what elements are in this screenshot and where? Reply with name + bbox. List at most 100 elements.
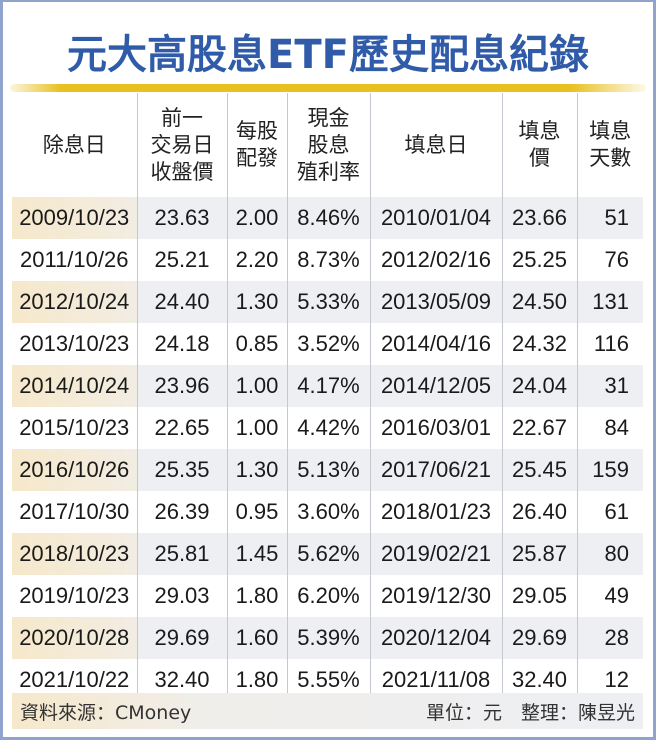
table-row: 2018/10/23 25.81 1.45 5.62% 2019/02/21 25.87 8… xyxy=(12,533,643,575)
cell-fill-days: 49 xyxy=(576,575,643,617)
cell-prev-close-price: 22.65 xyxy=(136,407,227,449)
cell-fill-price: 29.69 xyxy=(501,617,577,659)
table-row: 2013/10/23 24.18 0.85 3.52% 2014/04/16 24.32 1… xyxy=(12,323,643,365)
cell-fill-days: 61 xyxy=(576,491,643,533)
cell-cash-yield: 5.39% xyxy=(286,617,370,659)
cell-prev-close-price: 26.39 xyxy=(136,491,227,533)
dividend-history-table: 除息日 前一 交易日 收盤價 每股 配發 現金 股息 殖利率 填息日 填息價填息 天數 2009/10… xyxy=(12,93,643,701)
cell-fill-date: 2019/02/21 xyxy=(369,533,502,575)
cell-ex-dividend-date: 2017/10/30 xyxy=(12,491,137,533)
cell-dividend-per-share: 1.00 xyxy=(226,365,287,407)
cell-prev-close-price: 23.63 xyxy=(136,197,227,239)
cell-ex-dividend-date: 2013/10/23 xyxy=(12,323,137,365)
cell-ex-dividend-date: 2015/10/23 xyxy=(12,407,137,449)
column-header-line: 收盤價 xyxy=(150,159,214,184)
table-row: 2012/10/24 24.40 1.30 5.33% 2013/05/09 24.50 1… xyxy=(12,281,643,323)
cell-fill-days: 80 xyxy=(576,533,643,575)
cell-ex-dividend-date: 2011/10/26 xyxy=(12,239,137,281)
column-header-line: 填息 xyxy=(518,119,561,143)
unit-credit-note: 單位：元 整理：陳昱光 xyxy=(425,701,635,724)
cell-fill-date: 2014/04/16 xyxy=(369,323,502,365)
table-row: 2017/10/30 26.39 0.95 3.60% 2018/01/23 26.40 6… xyxy=(12,491,643,533)
cell-fill-days: 159 xyxy=(576,449,643,491)
cell-fill-price: 29.05 xyxy=(501,575,577,617)
cell-cash-yield: 8.46% xyxy=(286,197,370,239)
table-row: 2014/10/24 23.96 1.00 4.17% 2014/12/05 24.04 3… xyxy=(12,365,643,407)
table-row: 2016/10/26 25.35 1.30 5.13% 2017/06/21 25.45 1… xyxy=(12,449,643,491)
cell-fill-date: 2013/05/09 xyxy=(369,281,502,323)
cell-ex-dividend-date: 2018/10/23 xyxy=(12,533,137,575)
cell-fill-date: 2020/12/04 xyxy=(369,617,502,659)
cell-prev-close-price: 29.03 xyxy=(136,575,227,617)
cell-dividend-per-share: 2.00 xyxy=(226,197,287,239)
cell-dividend-per-share: 0.95 xyxy=(226,491,287,533)
table-row: 2015/10/23 22.65 1.00 4.42% 2016/03/01 22.67 8… xyxy=(12,407,643,449)
cell-fill-price: 25.45 xyxy=(501,449,577,491)
cell-cash-yield: 3.52% xyxy=(286,323,370,365)
column-header-dividend-per-share: 每股 配發 xyxy=(226,93,287,197)
source-note: 資料來源：CMoney xyxy=(20,701,192,724)
column-header-line: 殖利率 xyxy=(297,159,360,184)
cell-prev-close-price: 25.21 xyxy=(136,239,227,281)
cell-fill-price: 23.66 xyxy=(501,197,577,239)
column-header-line: 填息 xyxy=(589,119,632,143)
cell-cash-yield: 6.20% xyxy=(286,575,370,617)
column-header-line: 前一 xyxy=(161,105,203,130)
cell-fill-date: 2010/01/04 xyxy=(369,197,502,239)
cell-dividend-per-share: 1.30 xyxy=(226,281,287,323)
cell-dividend-per-share: 1.60 xyxy=(226,617,287,659)
cell-ex-dividend-date: 2012/10/24 xyxy=(12,281,137,323)
column-header-line: 交易日 xyxy=(150,132,214,157)
cell-fill-date: 2012/02/16 xyxy=(369,239,502,281)
cell-ex-dividend-date: 2014/10/24 xyxy=(12,365,137,407)
cell-prev-close-price: 23.96 xyxy=(136,365,227,407)
column-header-fill-days: 填息 天數 xyxy=(576,93,643,197)
cell-fill-price: 24.32 xyxy=(501,323,577,365)
cell-fill-days: 84 xyxy=(576,407,643,449)
cell-fill-date: 2017/06/21 xyxy=(369,449,502,491)
column-header-line: 配發 xyxy=(236,146,278,170)
cell-prev-close-price: 25.35 xyxy=(136,449,227,491)
cell-prev-close-price: 25.81 xyxy=(136,533,227,575)
cell-fill-date: 2019/12/30 xyxy=(369,575,502,617)
cell-ex-dividend-date: 2009/10/23 xyxy=(12,197,137,239)
cell-fill-price: 24.04 xyxy=(501,365,577,407)
cell-fill-days: 28 xyxy=(576,617,643,659)
cell-ex-dividend-date: 2020/10/28 xyxy=(12,617,137,659)
cell-dividend-per-share: 1.00 xyxy=(226,407,287,449)
cell-fill-price: 25.25 xyxy=(501,239,577,281)
table-row: 2019/10/23 29.03 1.80 6.20% 2019/12/30 29.05 4… xyxy=(12,575,643,617)
table-row: 2009/10/23 23.63 2.00 8.46% 2010/01/04 23.66 5… xyxy=(12,197,643,239)
cell-ex-dividend-date: 2016/10/26 xyxy=(12,449,137,491)
table-body: 2009/10/23 23.63 2.00 8.46% 2010/01/04 23.66 5… xyxy=(12,197,643,701)
column-header-fill-price: 填息價 xyxy=(501,93,577,197)
cell-cash-yield: 8.73% xyxy=(286,239,370,281)
cell-dividend-per-share: 0.85 xyxy=(226,323,287,365)
column-header-fill-date: 填息日 xyxy=(369,93,502,197)
cell-fill-date: 2014/12/05 xyxy=(369,365,502,407)
cell-fill-price: 22.67 xyxy=(501,407,577,449)
title-underline-bar xyxy=(10,84,646,92)
cell-prev-close-price: 29.69 xyxy=(136,617,227,659)
cell-ex-dividend-date: 2019/10/23 xyxy=(12,575,137,617)
cell-cash-yield: 5.62% xyxy=(286,533,370,575)
cell-prev-close-price: 24.40 xyxy=(136,281,227,323)
cell-fill-days: 76 xyxy=(576,239,643,281)
cell-fill-price: 24.50 xyxy=(501,281,577,323)
cell-prev-close-price: 24.18 xyxy=(136,323,227,365)
column-header-prev-close-price: 前一 交易日 收盤價 xyxy=(136,93,227,197)
column-header-line: 價 xyxy=(529,146,550,170)
column-header-line: 股息 xyxy=(307,132,350,157)
page-title: 元大高股息ETF歷史配息紀錄 xyxy=(67,32,589,78)
table-header-row: 除息日 前一 交易日 收盤價 每股 配發 現金 股息 殖利率 填息日 填息價填息 天數 xyxy=(12,93,643,197)
cell-dividend-per-share: 1.30 xyxy=(226,449,287,491)
column-header-line: 天數 xyxy=(589,146,632,170)
cell-fill-price: 25.87 xyxy=(501,533,577,575)
cell-fill-days: 116 xyxy=(576,323,643,365)
cell-cash-yield: 5.13% xyxy=(286,449,370,491)
cell-cash-yield: 3.60% xyxy=(286,491,370,533)
cell-fill-days: 51 xyxy=(576,197,643,239)
cell-dividend-per-share: 1.80 xyxy=(226,575,287,617)
cell-fill-date: 2016/03/01 xyxy=(369,407,502,449)
cell-dividend-per-share: 1.45 xyxy=(226,533,287,575)
